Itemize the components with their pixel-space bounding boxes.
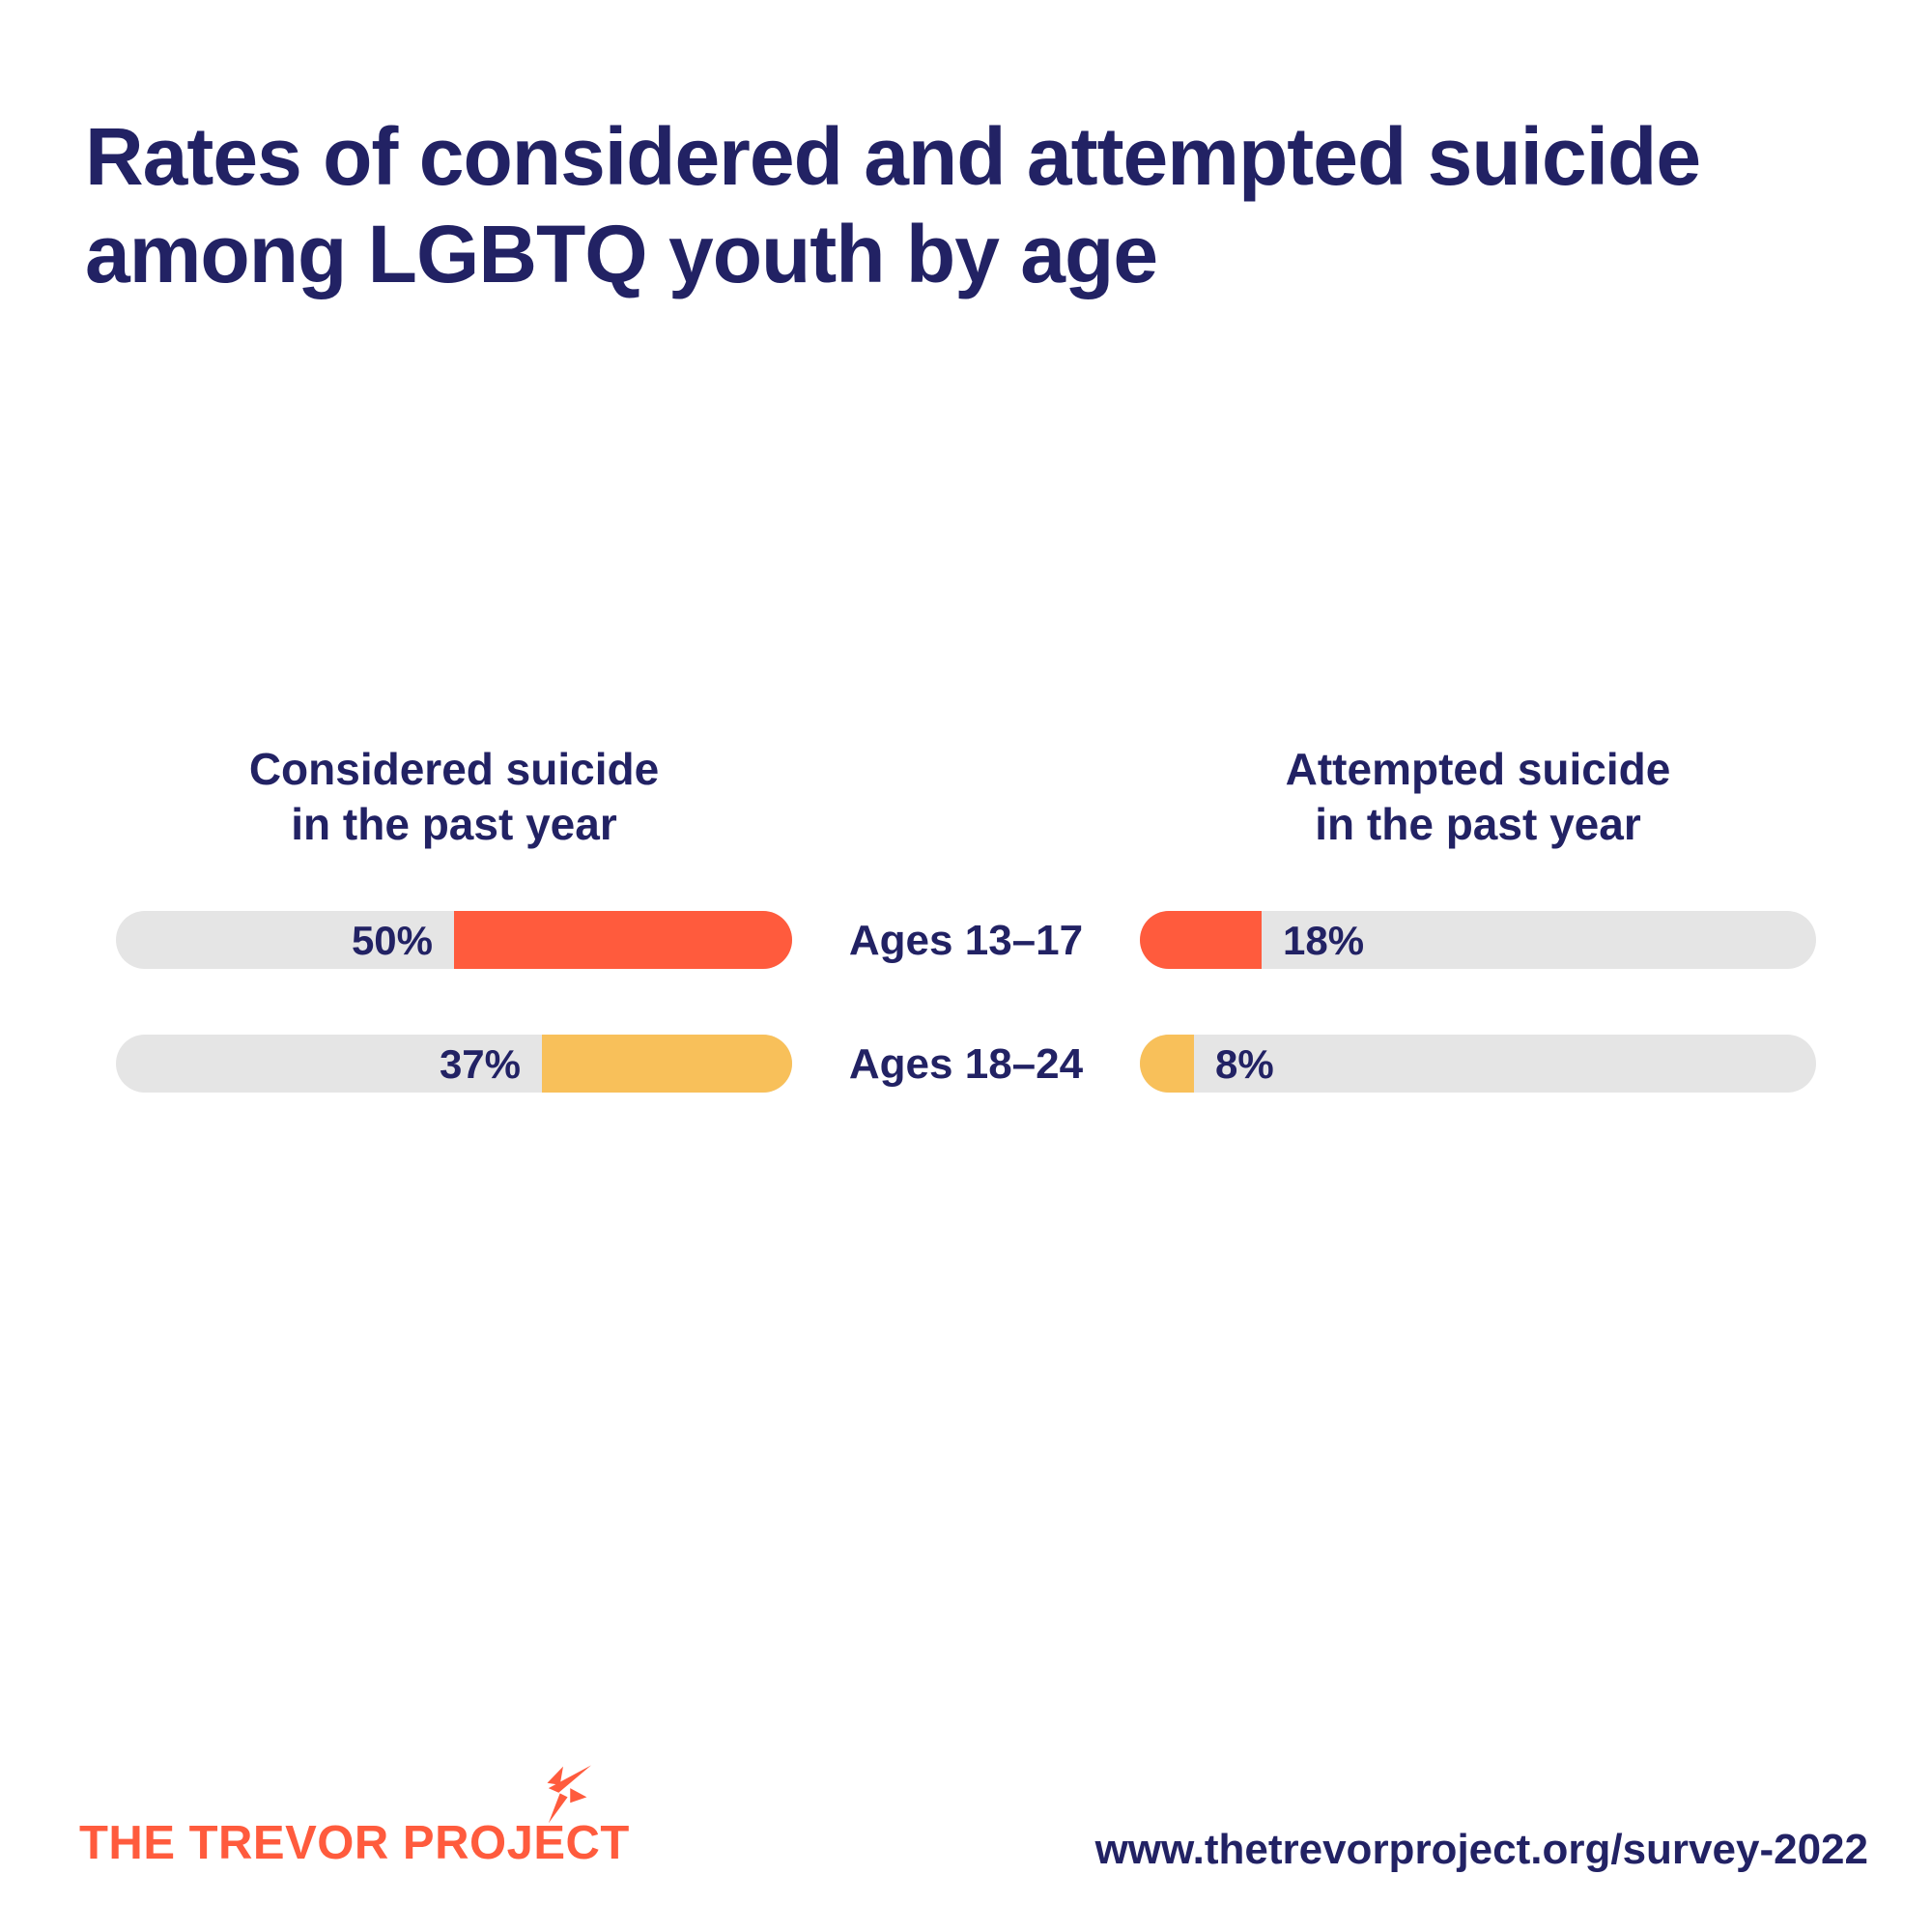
bar-fill-attempted-ages-13-17 — [1140, 911, 1262, 969]
column-header-considered-line1: Considered suicide — [248, 744, 660, 794]
column-header-attempted-line2: in the past year — [1315, 799, 1641, 849]
bar-value-label-attempted-ages-13-17: 18% — [1283, 918, 1365, 963]
category-label-ages-18-24: Ages 18–24 — [848, 1040, 1084, 1088]
trevor-project-logo-text: THE TREVOR PROJECT — [79, 1817, 630, 1869]
bar-value-label-considered-ages-13-17: 50% — [351, 918, 433, 963]
bar-fill-considered-ages-13-17 — [454, 911, 792, 969]
page-title: Rates of considered and attempted suicid… — [85, 108, 1701, 303]
bar-fill-considered-ages-18-24 — [542, 1035, 792, 1093]
bar-track-considered-ages-18-24: 37% — [116, 1035, 792, 1093]
bar-track-considered-ages-13-17: 50% — [116, 911, 792, 969]
bar-track-attempted-ages-13-17: 18% — [1140, 911, 1816, 969]
column-header-attempted: Attempted suicide in the past year — [1140, 742, 1816, 852]
bar-value-label-considered-ages-18-24: 37% — [439, 1041, 521, 1087]
column-header-attempted-line1: Attempted suicide — [1285, 744, 1671, 794]
column-header-considered: Considered suicide in the past year — [116, 742, 792, 852]
bar-fill-attempted-ages-18-24 — [1140, 1035, 1194, 1093]
page-title-line2: among LGBTQ youth by age — [85, 209, 1158, 299]
bar-value-label-attempted-ages-18-24: 8% — [1215, 1041, 1274, 1087]
page-title-line1: Rates of considered and attempted suicid… — [85, 111, 1701, 202]
survey-url-link[interactable]: www.thetrevorproject.org/survey-2022 — [1094, 1826, 1868, 1873]
sparkle-star-icon — [547, 1765, 592, 1824]
category-label-ages-13-17: Ages 13–17 — [848, 917, 1084, 964]
bar-track-attempted-ages-18-24: 8% — [1140, 1035, 1816, 1093]
column-header-considered-line2: in the past year — [291, 799, 617, 849]
